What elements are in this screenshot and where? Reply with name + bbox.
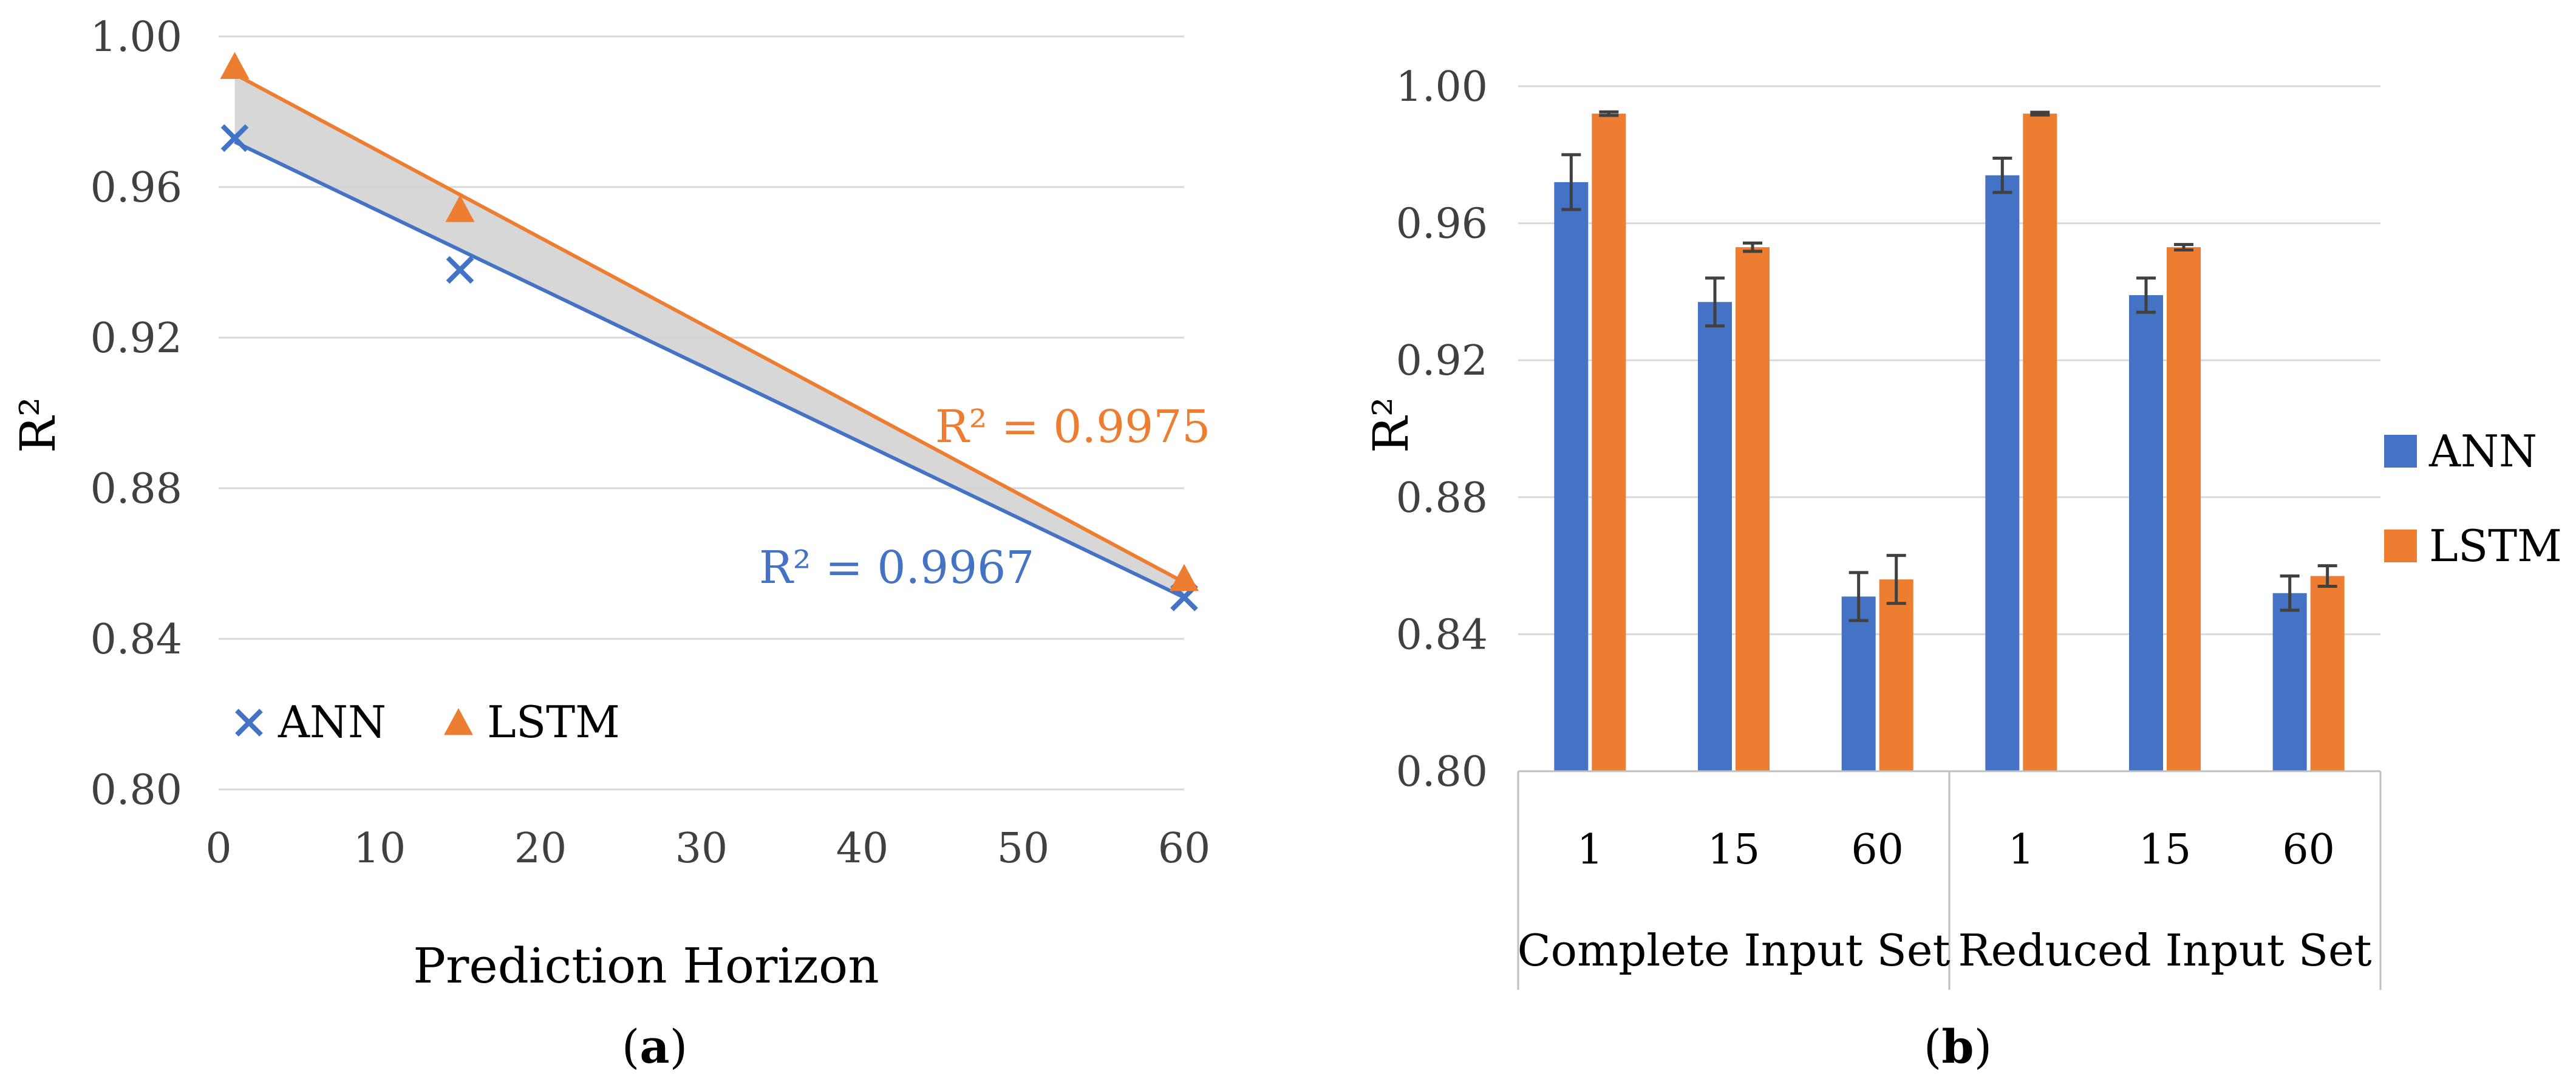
panel-a-ann-point: [220, 124, 249, 152]
panel-b-error-bars: [1561, 110, 2337, 622]
panel-a-lstm-point: [1170, 564, 1199, 591]
panel-b-ann-bar: [1841, 596, 1876, 771]
panel-a-lstm-point: [445, 195, 475, 222]
panel-a-trendlines: [234, 72, 1185, 599]
panel-a-legend-lstm-label: LSTM: [487, 697, 620, 748]
panel-a-ann-point: [446, 256, 474, 284]
panel-a-x-tick-label: 50: [997, 825, 1050, 873]
panel-b-caption: (b): [1924, 1020, 1992, 1074]
panel-a-y-tick-label: 0.96: [90, 164, 182, 212]
panel-a-caption: (a): [622, 1020, 688, 1074]
panel-a-scatter-chart: 0.80 0.84 0.88 0.92 0.96 1.00 0 10 20 30 40 50 60 P…: [10, 13, 1210, 1074]
panel-a-x-tick-label: 30: [675, 825, 728, 873]
panel-a-x-tick-label: 0: [205, 825, 231, 873]
panel-b-ann-bar: [2272, 593, 2307, 771]
panel-b-category-labels: 1 15 60 1 15 60: [1577, 826, 2335, 874]
panel-a-y-tick-labels: 0.80 0.84 0.88 0.92 0.96 1.00: [90, 13, 182, 814]
panel-a-x-tick-label: 40: [836, 825, 889, 873]
panel-b-category-label: 15: [1708, 826, 1760, 874]
panel-a-lstm-trendline: [234, 72, 1185, 584]
panel-a-ann-trend-label: R² = 0.9967: [759, 542, 1034, 594]
panel-b-lstm-bar: [2167, 247, 2201, 772]
panel-b-category-label: 1: [2008, 826, 2034, 874]
panel-a-points: [220, 52, 1199, 612]
panel-a-legend: ANN LSTM: [235, 697, 620, 748]
panel-b-legend-lstm-swatch: [2384, 530, 2417, 562]
panel-a-x-tick-labels: 0 10 20 30 40 50 60: [205, 825, 1210, 873]
panel-a-y-tick-label: 1.00: [90, 13, 182, 61]
panel-a-shaded-band: [234, 74, 1184, 598]
panel-b-lstm-bar: [1592, 114, 1626, 771]
panel-b-legend-ann-label: ANN: [2428, 426, 2537, 477]
panel-a-ann-point-stroke: [446, 256, 474, 284]
panel-b-lstm-error-bar: [1743, 241, 1762, 253]
panel-b-lstm-error-bar: [2174, 243, 2193, 252]
panel-a-x-tick-label: 20: [514, 825, 567, 873]
panel-b-group-labels: Complete Input Set Reduced Input Set: [1518, 925, 2372, 976]
panel-b-group-label: Reduced Input Set: [1958, 925, 2371, 976]
panel-a-legend-ann-x-stroke: [235, 709, 263, 737]
panel-b-lstm-error-bar: [2030, 111, 2050, 117]
panel-b-y-tick-labels: 0.80 0.84 0.88 0.92 0.96 1.00: [1396, 63, 1488, 796]
panel-b-ann-error-bar: [1992, 156, 2012, 194]
panel-b-lstm-error-bar: [2317, 564, 2337, 588]
panel-b-legend-lstm-label: LSTM: [2429, 520, 2562, 571]
panel-b-ann-error-bar: [1849, 571, 1869, 622]
panel-b-y-tick-label: 0.84: [1396, 611, 1488, 659]
panel-b-bars: [1554, 114, 2345, 772]
panel-a-x-axis-title: Prediction Horizon: [413, 938, 879, 994]
panel-a-y-tick-label: 0.92: [90, 315, 182, 363]
panel-b-lstm-bar: [1736, 247, 1770, 772]
panel-b-category-axis: [1517, 770, 2382, 990]
panel-b-lstm-bar: [2023, 114, 2057, 771]
panel-a-x-tick-label: 60: [1158, 825, 1211, 873]
panel-b-ann-bar: [1554, 182, 1589, 771]
panel-a-ann-point-stroke: [220, 124, 249, 152]
panel-b-legend-ann-swatch: [2384, 435, 2417, 468]
panel-b-y-tick-label: 0.88: [1396, 474, 1488, 522]
panel-a-ann-trendline: [234, 140, 1185, 599]
panel-b-bar-chart: 0.80 0.84 0.88 0.92 0.96 1.00 1 15 60 1 15 60 Comp…: [1363, 63, 2562, 1074]
panel-b-lstm-error-bar: [1599, 110, 1619, 117]
panel-b-y-tick-label: 0.96: [1396, 200, 1488, 248]
panel-b-ann-bar: [1698, 302, 1732, 771]
panel-a-lstm-point: [220, 52, 250, 79]
panel-b-category-label: 60: [1851, 826, 1904, 874]
panel-b-y-tick-label: 0.92: [1396, 337, 1488, 385]
panel-a-legend-ann-x: [235, 709, 263, 737]
panel-b-y-axis-title: R²: [1363, 397, 1419, 453]
panel-a-y-tick-label: 0.80: [90, 766, 182, 814]
panel-b-gridlines: [1518, 85, 2380, 772]
panel-a-y-tick-label: 0.88: [90, 465, 182, 513]
panel-b-ann-bar: [1985, 175, 2020, 771]
panel-b-ann-error-bar: [1705, 276, 1725, 328]
panel-b-ann-error-bar: [2136, 276, 2156, 314]
panel-b-y-tick-label: 1.00: [1396, 63, 1488, 111]
panel-b-category-label: 60: [2282, 826, 2335, 874]
panel-b-ann-error-bar: [1561, 153, 1581, 211]
panel-b-ann-bar: [2129, 295, 2163, 771]
panel-b-category-label: 1: [1577, 826, 1603, 874]
panel-b-ann-error-bar: [2280, 574, 2300, 612]
panel-a-legend-lstm-triangle: [444, 708, 473, 735]
panel-b-lstm-error-bar: [1886, 554, 1906, 605]
panel-b-group-label: Complete Input Set: [1518, 925, 1951, 976]
panel-a-y-axis-title: R²: [10, 397, 66, 453]
panel-a-legend-lstm-marker: [444, 708, 473, 735]
panel-b-lstm-bar: [2310, 576, 2345, 771]
panel-a-y-tick-label: 0.84: [90, 616, 182, 664]
panel-a-band: [234, 74, 1184, 598]
panel-b-legend: ANN LSTM: [2384, 426, 2562, 571]
panel-b-lstm-bar: [1879, 579, 1913, 771]
panel-a-lstm-trend-label: R² = 0.9975: [935, 401, 1210, 453]
panel-a-x-tick-label: 10: [353, 825, 406, 873]
panel-a-legend-ann-label: ANN: [278, 697, 386, 748]
panel-b-y-tick-label: 0.80: [1396, 748, 1488, 796]
panel-b-category-label: 15: [2139, 826, 2192, 874]
panel-a-legend-ann-marker: [235, 709, 263, 737]
